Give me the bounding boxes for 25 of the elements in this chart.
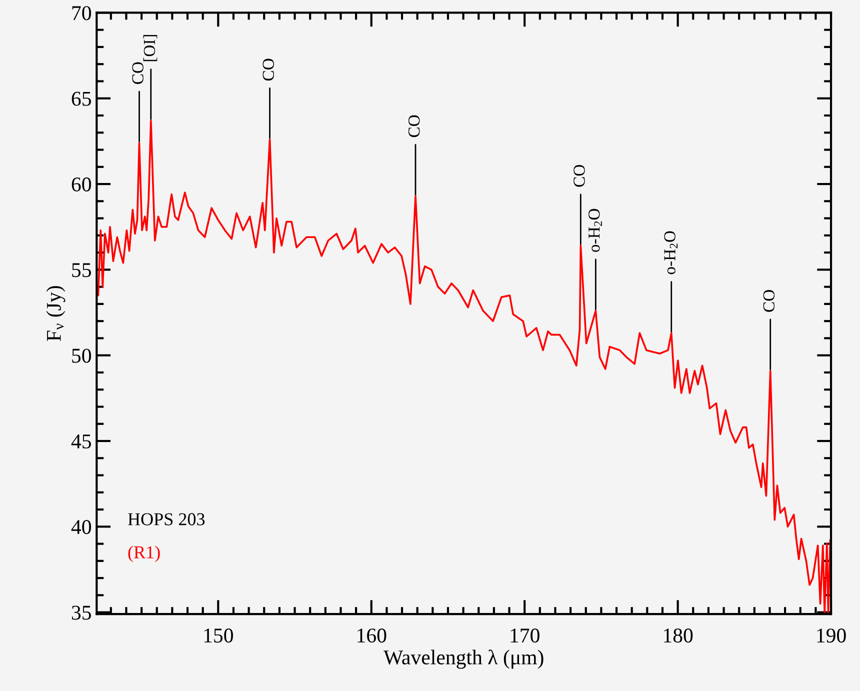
x-tick-label: 190 [817, 628, 846, 643]
text: (R1) [128, 546, 160, 562]
y-tick-label: 60 [72, 177, 92, 192]
x-tick-label: 150 [204, 628, 233, 643]
y-tick-label: 70 [72, 6, 92, 20]
x-tick-label: 160 [358, 628, 386, 643]
x-tick-label: 180 [664, 628, 693, 643]
y-tick-label: 55 [72, 263, 91, 278]
y-tick-label: 40 [71, 520, 92, 534]
y-tick-label: 50 [72, 348, 92, 363]
annotation: CO [574, 164, 585, 187]
y-tick-label: 35 [72, 606, 91, 620]
annotation: CO [132, 62, 144, 84]
x-axis-title: Wavelength λ (μm) [383, 650, 544, 669]
y-tick-label: 65 [72, 92, 91, 106]
y-tick-label: 45 [71, 434, 91, 448]
annotation: CO [763, 290, 775, 312]
annotation: o-H$_{2}$O [588, 208, 602, 252]
annotation: HOPS 203 [128, 513, 205, 526]
annotation: CO [408, 115, 420, 138]
annotation: [OI] [143, 34, 158, 62]
x-tick-label: 170 [510, 628, 540, 643]
annotation: CO [262, 58, 274, 81]
annotation: o-H$_{2}$O [664, 231, 678, 274]
y-axis-title: F$_{ν}$ (Jy) [46, 286, 66, 341]
